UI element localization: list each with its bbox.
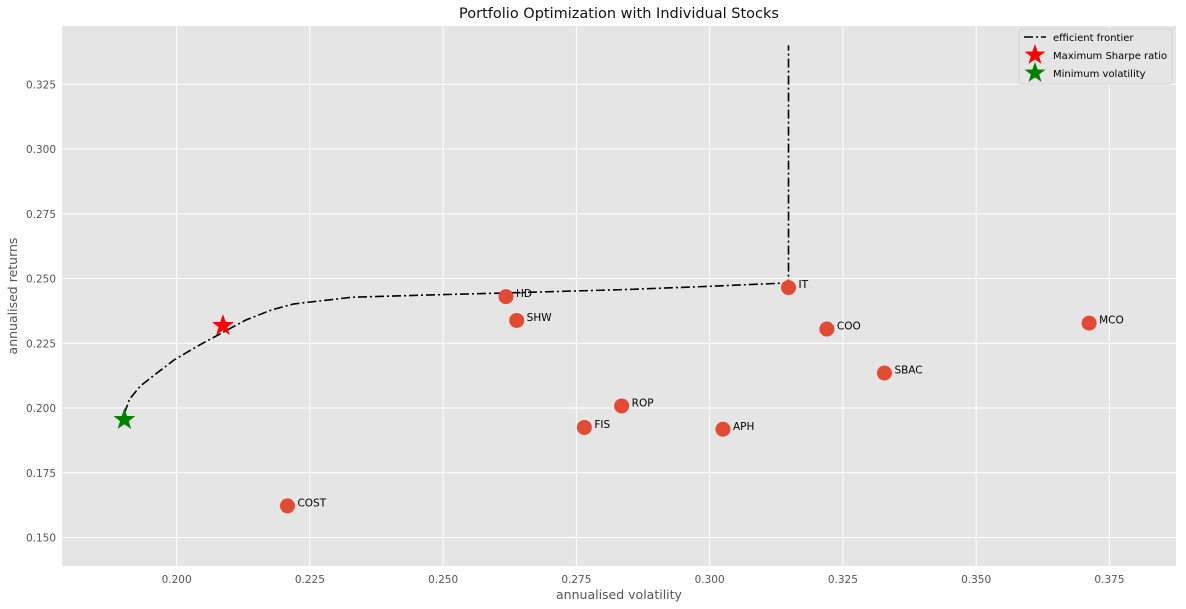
x-tick-label: 0.200 (162, 574, 192, 586)
stock-label-it: IT (798, 279, 808, 291)
y-tick-label: 0.175 (26, 468, 56, 480)
x-tick-label: 0.250 (428, 574, 458, 586)
y-tick-label: 0.275 (26, 209, 56, 221)
x-axis-label: annualised volatility (556, 587, 683, 602)
min-volatility-star (113, 408, 136, 429)
legend-min-volatility-label: Minimum volatility (1053, 69, 1146, 80)
plot-background (62, 26, 1176, 566)
stock-label-rop: ROP (632, 397, 654, 409)
y-tick-label: 0.150 (26, 533, 56, 545)
chart-title: Portfolio Optimization with Individual S… (459, 6, 779, 22)
stock-label-hd: HD (516, 288, 532, 300)
stock-point-sbac (876, 365, 892, 381)
stock-point-cost (279, 498, 295, 514)
x-tick-label: 0.275 (561, 574, 591, 586)
stock-point-shw (509, 312, 525, 328)
x-tick-label: 0.350 (961, 574, 991, 586)
x-tick-label: 0.225 (295, 574, 325, 586)
legend: efficient frontier Maximum Sharpe ratio … (1018, 28, 1173, 85)
legend-frontier-label: efficient frontier (1053, 33, 1134, 44)
x-tick-label: 0.325 (828, 574, 858, 586)
grid-lines (62, 26, 1176, 566)
stock-label-sbac: SBAC (894, 365, 922, 377)
y-tick-label: 0.325 (26, 79, 56, 91)
efficient-frontier-line (123, 45, 790, 414)
stock-markers: COST HD SHW FIS ROP APH IT COO SBAC MCO (279, 279, 1124, 514)
max-sharpe-star (212, 314, 234, 335)
stock-label-aph: APH (733, 421, 754, 433)
y-tick-label: 0.200 (26, 403, 56, 415)
stock-label-coo: COO (837, 321, 861, 333)
stock-point-aph (715, 421, 731, 437)
y-tick-label: 0.250 (26, 274, 56, 286)
y-tick-label: 0.300 (26, 144, 56, 156)
stock-point-fis (576, 419, 592, 435)
y-axis-label: annualised returns (5, 238, 20, 355)
stock-label-shw: SHW (527, 312, 553, 324)
stock-label-mco: MCO (1099, 315, 1124, 327)
stock-point-hd (498, 289, 514, 305)
legend-box (1018, 28, 1173, 85)
stock-point-coo (819, 321, 835, 337)
legend-min-volatility-star (1024, 62, 1046, 82)
x-tick-label: 0.300 (695, 574, 725, 586)
y-axis-ticks: 0.150 0.175 0.200 0.225 0.250 0.275 0.300 0.325 (26, 79, 56, 544)
y-tick-label: 0.225 (26, 338, 56, 350)
stock-point-mco (1081, 315, 1097, 331)
stock-point-rop (614, 398, 630, 414)
x-tick-label: 0.375 (1094, 574, 1124, 586)
stock-label-fis: FIS (594, 419, 610, 431)
stock-point-it (780, 280, 796, 296)
stock-label-cost: COST (297, 497, 326, 509)
legend-max-sharpe-star (1024, 44, 1046, 64)
x-axis-ticks: 0.200 0.225 0.250 0.275 0.300 0.325 0.350 0.375 (162, 574, 1125, 586)
legend-max-sharpe-label: Maximum Sharpe ratio (1053, 51, 1167, 62)
